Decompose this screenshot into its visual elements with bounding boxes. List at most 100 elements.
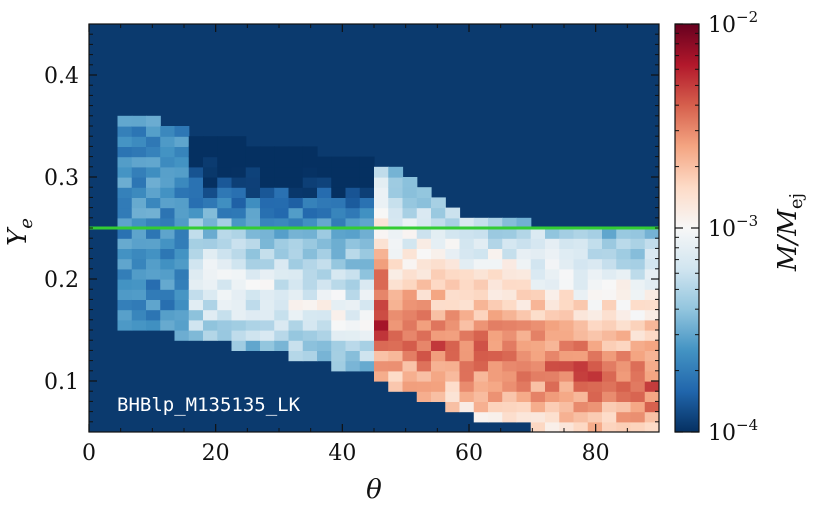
heatmap-cell [530,391,546,402]
heatmap-cell [274,228,290,239]
heatmap-cell [274,319,290,331]
heatmap-cell [388,319,404,331]
heatmap-cell [117,197,133,209]
heatmap-cell [374,340,389,351]
heatmap-cell [616,238,632,249]
heatmap-cell [630,238,646,249]
heatmap-cell [473,299,489,311]
heatmap-cell [573,228,589,239]
y-tick-label: 0.2 [44,268,79,293]
heatmap-cell [559,411,575,423]
heatmap-cell [374,258,389,270]
heatmap-cell [131,319,147,331]
heatmap-cell [345,238,361,249]
heatmap-cell [473,289,489,300]
heatmap-cell [502,289,518,300]
heatmap-cell [644,258,659,270]
heatmap-cell [174,258,190,270]
heatmap-cell [217,268,233,280]
heatmap-cell [245,238,261,249]
heatmap-cell [160,217,176,229]
heatmap-cell [217,187,233,198]
heatmap-cell [602,330,617,341]
heatmap-cell [217,156,233,168]
heatmap-cell [245,217,261,229]
heatmap-cell [174,187,190,198]
heatmap-cell [288,177,304,188]
heatmap-cell [345,289,361,300]
heatmap-cell [630,228,646,239]
heatmap-cell [488,279,503,290]
heatmap-cell [388,299,404,311]
heatmap-cell [516,289,532,300]
heatmap-cell [217,166,233,178]
heatmap-cell [331,340,347,351]
heatmap-cell [545,289,560,300]
heatmap-cell [302,319,318,331]
heatmap-cell [117,217,133,229]
heatmap-cell [331,279,347,290]
heatmap-cell [302,309,318,321]
heatmap-cell [245,309,261,321]
heatmap-cell [459,319,475,331]
heatmap-cell [374,370,389,382]
heatmap-cell [203,187,218,198]
heatmap-cell [274,238,290,249]
heatmap-cell [388,330,404,341]
heatmap-cell [117,166,133,178]
heatmap-cell [203,238,218,249]
heatmap-cell [203,228,218,239]
heatmap-cell [630,309,646,321]
heatmap-cell [317,319,332,331]
heatmap-cell [516,258,532,270]
heatmap-cell [174,330,190,341]
heatmap-cell [146,258,161,270]
heatmap-cell [388,238,404,249]
heatmap-cell [416,187,432,198]
heatmap-cell [117,207,133,219]
heatmap-cell [445,217,461,229]
heatmap-cell [260,177,275,188]
heatmap-cell [160,309,176,321]
heatmap-cell [587,319,603,331]
heatmap-cell [188,299,204,311]
heatmap-cell [559,340,575,351]
heatmap-cell [587,381,603,392]
heatmap-cell [473,381,489,392]
heatmap-cell [288,319,304,331]
heatmap-cell [630,421,646,432]
heatmap-cell [131,309,147,321]
heatmap-cell [459,309,475,321]
heatmap-cell [630,340,646,351]
heatmap-cell [331,330,347,341]
heatmap-cell [117,126,133,137]
heatmap-cell [317,279,332,290]
heatmap-cell [416,207,432,219]
heatmap-cell [488,309,503,321]
heatmap-cell [288,279,304,290]
heatmap-cell [374,309,389,321]
heatmap-cell [473,350,489,362]
heatmap-cell [488,238,503,249]
heatmap-cell [345,319,361,331]
heatmap-cell [245,187,261,198]
heatmap-cell [630,330,646,341]
heatmap-cell [260,309,275,321]
heatmap-cell [488,228,503,239]
heatmap-cell [587,360,603,372]
heatmap-cell [203,309,218,321]
heatmap-cell [146,197,161,209]
heatmap-cell [302,146,318,158]
heatmap-cell [174,289,190,300]
heatmap-cell [231,187,247,198]
heatmap-cell [131,166,147,178]
heatmap-cell [488,340,503,351]
heatmap-cell [131,279,147,290]
heatmap-cell [416,258,432,270]
heatmap-cell [602,360,617,372]
heatmap-cell [459,330,475,341]
heatmap-cell [188,166,204,178]
heatmap-cell [217,330,233,341]
heatmap-cell [388,177,404,188]
heatmap-cell [160,238,176,249]
